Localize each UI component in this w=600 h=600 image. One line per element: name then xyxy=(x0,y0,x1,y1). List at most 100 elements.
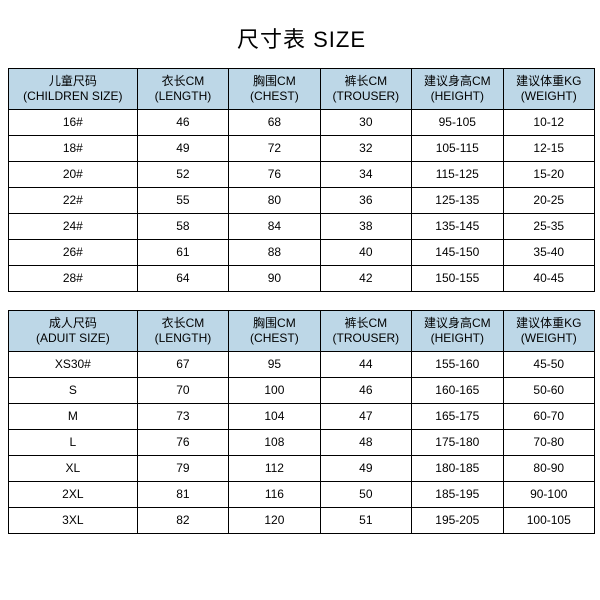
cell: 120 xyxy=(229,508,320,534)
cell: 25-35 xyxy=(503,214,594,240)
cell: 35-40 xyxy=(503,240,594,266)
cell: 2XL xyxy=(9,482,138,508)
header-cn: 儿童尺码 xyxy=(11,74,135,89)
cell: 108 xyxy=(229,430,320,456)
cell: 70-80 xyxy=(503,430,594,456)
cell: 185-195 xyxy=(412,482,503,508)
cell: 67 xyxy=(137,352,228,378)
header-cn: 胸围CM xyxy=(231,316,317,331)
col-header-weight: 建议体重KG (WEIGHT) xyxy=(503,69,594,110)
col-header-chest: 胸围CM (CHEST) xyxy=(229,69,320,110)
cell: L xyxy=(9,430,138,456)
header-en: (WEIGHT) xyxy=(506,331,592,346)
header-cn: 裤长CM xyxy=(323,74,409,89)
cell: 64 xyxy=(137,266,228,292)
cell: 150-155 xyxy=(412,266,503,292)
cell: 84 xyxy=(229,214,320,240)
cell: 90-100 xyxy=(503,482,594,508)
cell: 58 xyxy=(137,214,228,240)
cell: 175-180 xyxy=(412,430,503,456)
table-row: 20# 52 76 34 115-125 15-20 xyxy=(9,162,595,188)
cell: XL xyxy=(9,456,138,482)
col-header-weight: 建议体重KG (WEIGHT) xyxy=(503,311,594,352)
col-header-height: 建议身高CM (HEIGHT) xyxy=(412,311,503,352)
header-cn: 建议身高CM xyxy=(414,74,500,89)
size-table: 儿童尺码 (CHILDREN SIZE) 衣长CM (LENGTH) 胸围CM … xyxy=(8,68,595,534)
header-en: (TROUSER) xyxy=(323,89,409,104)
cell: 18# xyxy=(9,136,138,162)
cell: 60-70 xyxy=(503,404,594,430)
cell: 47 xyxy=(320,404,411,430)
table-row: 3XL 82 120 51 195-205 100-105 xyxy=(9,508,595,534)
spacer-cell xyxy=(9,292,595,311)
cell: 30 xyxy=(320,110,411,136)
cell: 26# xyxy=(9,240,138,266)
cell: 46 xyxy=(137,110,228,136)
cell: 100 xyxy=(229,378,320,404)
cell: 49 xyxy=(137,136,228,162)
cell: S xyxy=(9,378,138,404)
cell: 20-25 xyxy=(503,188,594,214)
cell: 52 xyxy=(137,162,228,188)
cell: 70 xyxy=(137,378,228,404)
cell: 115-125 xyxy=(412,162,503,188)
spacer-row xyxy=(9,292,595,311)
cell: 32 xyxy=(320,136,411,162)
cell: 104 xyxy=(229,404,320,430)
table-row: L 76 108 48 175-180 70-80 xyxy=(9,430,595,456)
header-cn: 胸围CM xyxy=(231,74,317,89)
header-cn: 建议体重KG xyxy=(506,74,592,89)
cell: 145-150 xyxy=(412,240,503,266)
header-cn: 建议体重KG xyxy=(506,316,592,331)
cell: M xyxy=(9,404,138,430)
cell: 80-90 xyxy=(503,456,594,482)
header-en: (CHEST) xyxy=(231,331,317,346)
cell: 165-175 xyxy=(412,404,503,430)
table-row: 24# 58 84 38 135-145 25-35 xyxy=(9,214,595,240)
cell: 81 xyxy=(137,482,228,508)
header-cn: 建议身高CM xyxy=(414,316,500,331)
col-header-length: 衣长CM (LENGTH) xyxy=(137,69,228,110)
cell: 100-105 xyxy=(503,508,594,534)
table-row: 26# 61 88 40 145-150 35-40 xyxy=(9,240,595,266)
header-cn: 衣长CM xyxy=(140,74,226,89)
header-en: (HEIGHT) xyxy=(414,89,500,104)
cell: 40-45 xyxy=(503,266,594,292)
cell: 80 xyxy=(229,188,320,214)
cell: 76 xyxy=(229,162,320,188)
cell: 50 xyxy=(320,482,411,508)
cell: 95 xyxy=(229,352,320,378)
cell: 40 xyxy=(320,240,411,266)
col-header-length: 衣长CM (LENGTH) xyxy=(137,311,228,352)
cell: 38 xyxy=(320,214,411,240)
table-row: XL 79 112 49 180-185 80-90 xyxy=(9,456,595,482)
table-row: 28# 64 90 42 150-155 40-45 xyxy=(9,266,595,292)
col-header-trouser: 裤长CM (TROUSER) xyxy=(320,311,411,352)
cell: 73 xyxy=(137,404,228,430)
header-en: (LENGTH) xyxy=(140,331,226,346)
cell: 95-105 xyxy=(412,110,503,136)
cell: 82 xyxy=(137,508,228,534)
cell: 44 xyxy=(320,352,411,378)
header-en: (ADUIT SIZE) xyxy=(11,331,135,346)
cell: 49 xyxy=(320,456,411,482)
cell: 15-20 xyxy=(503,162,594,188)
table-row: 18# 49 72 32 105-115 12-15 xyxy=(9,136,595,162)
cell: 79 xyxy=(137,456,228,482)
cell: 125-135 xyxy=(412,188,503,214)
col-header-adult-size: 成人尺码 (ADUIT SIZE) xyxy=(9,311,138,352)
cell: 48 xyxy=(320,430,411,456)
cell: 112 xyxy=(229,456,320,482)
cell: 76 xyxy=(137,430,228,456)
table-row: M 73 104 47 165-175 60-70 xyxy=(9,404,595,430)
cell: 20# xyxy=(9,162,138,188)
cell: 42 xyxy=(320,266,411,292)
cell: 34 xyxy=(320,162,411,188)
cell: 50-60 xyxy=(503,378,594,404)
cell: 28# xyxy=(9,266,138,292)
table-row: 2XL 81 116 50 185-195 90-100 xyxy=(9,482,595,508)
cell: 3XL xyxy=(9,508,138,534)
cell: 10-12 xyxy=(503,110,594,136)
cell: 36 xyxy=(320,188,411,214)
cell: 116 xyxy=(229,482,320,508)
